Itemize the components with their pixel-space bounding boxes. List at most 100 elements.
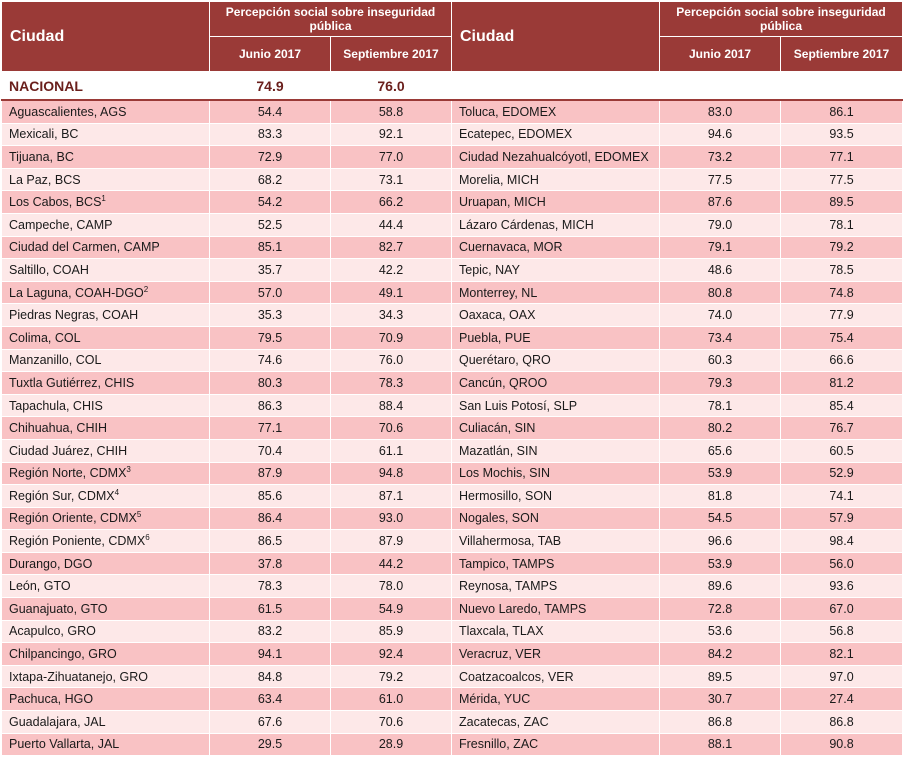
city-right-text: Uruapan, MICH — [459, 195, 546, 210]
value-september-left-text: 78.0 — [378, 579, 404, 594]
value-september-left-text: 70.6 — [378, 421, 404, 436]
city-right: Ecatepec, EDOMEX — [451, 122, 660, 147]
value-september-right: 93.6 — [780, 574, 903, 599]
city-left-text: Manzanillo, COL — [9, 353, 102, 368]
value-june-left-text: 80.3 — [257, 375, 283, 390]
value-september-left: 82.7 — [330, 235, 452, 260]
national-empty-cell — [451, 71, 660, 101]
city-right-text: Tlaxcala, TLAX — [459, 624, 544, 639]
city-left: Durango, DGO — [1, 551, 210, 576]
value-september-left-text: 42.2 — [378, 262, 404, 277]
city-right-text: Culiacán, SIN — [459, 421, 536, 436]
value-june-right-text: 53.6 — [707, 624, 733, 639]
value-june-right: 74.0 — [659, 303, 781, 327]
value-june-right-text: 81.8 — [707, 488, 733, 503]
value-september-right-text: 93.5 — [829, 127, 854, 142]
value-june-right: 79.3 — [659, 371, 781, 395]
value-september-left: 94.8 — [330, 461, 452, 486]
city-right-text: Ecatepec, EDOMEX — [459, 127, 573, 142]
value-june-left: 79.5 — [209, 325, 331, 350]
value-june-left: 52.5 — [209, 212, 331, 237]
value-june-left: 85.6 — [209, 484, 331, 508]
city-left: Chihuahua, CHIH — [1, 416, 210, 440]
value-september-right-text: 90.8 — [829, 737, 854, 752]
value-september-right: 74.8 — [780, 280, 903, 305]
table-row: Pachuca, HGO 63.4 61.0 Mérida, YUC 30.7 27.4 — [1, 687, 903, 712]
value-june-right-text: 65.6 — [707, 443, 733, 458]
value-june-left-text: 37.8 — [257, 556, 283, 571]
value-june-left: 54.2 — [209, 190, 331, 214]
footnote-marker: 6 — [145, 532, 150, 542]
value-june-right-text: 79.0 — [707, 217, 733, 232]
value-september-right: 86.1 — [780, 99, 903, 124]
value-september-left-text: 49.1 — [378, 285, 404, 300]
value-september-right: 97.0 — [780, 664, 903, 689]
value-september-left-text: 54.9 — [378, 601, 404, 616]
value-june-right-text: 60.3 — [707, 353, 733, 368]
city-left-text: Tapachula, CHIS — [9, 398, 103, 413]
city-left-text: Ciudad Juárez, CHIH — [9, 443, 128, 458]
value-september-right: 85.4 — [780, 393, 903, 418]
value-june-left: 80.3 — [209, 371, 331, 395]
city-left: Tijuana, BC — [1, 145, 210, 169]
table-row: Guanajuato, GTO 61.5 54.9 Nuevo Laredo, TAM… — [1, 597, 903, 621]
city-right: Ciudad Nezahualcóyotl, EDOMEX — [451, 145, 660, 169]
value-june-left: 74.6 — [209, 348, 331, 373]
value-june-left-text: 35.7 — [257, 262, 283, 277]
value-september-left: 79.2 — [330, 664, 452, 689]
value-june-right: 53.6 — [659, 619, 781, 644]
city-right-text: Fresnillo, ZAC — [459, 737, 539, 752]
value-june-left-text: 72.9 — [257, 149, 283, 164]
value-june-left-text: 52.5 — [257, 217, 283, 232]
header-city-left: Ciudad — [1, 1, 210, 72]
city-left: Región Oriente, CDMX5 — [1, 506, 210, 531]
table-row: Chilpancingo, GRO 94.1 92.4 Veracruz, VER 84… — [1, 642, 903, 666]
value-june-right-text: 80.8 — [707, 285, 733, 300]
national-row: NACIONAL 74.9 76.0 — [1, 71, 903, 101]
value-june-left-text: 63.4 — [257, 692, 283, 707]
value-june-left: 86.4 — [209, 506, 331, 531]
header-period2-right: Septiembre 2017 — [780, 36, 903, 72]
value-september-left: 66.2 — [330, 190, 452, 214]
value-june-right-text: 78.1 — [707, 398, 733, 413]
value-june-right: 79.0 — [659, 212, 781, 237]
table-row: Ixtapa-Zihuatanejo, GRO 84.8 79.2 Coatzacoa… — [1, 664, 903, 689]
value-june-left-text: 77.1 — [257, 421, 283, 436]
value-june-left-text: 83.3 — [257, 127, 283, 142]
value-september-left: 34.3 — [330, 303, 452, 327]
value-september-left-text: 28.9 — [378, 737, 404, 752]
value-june-right: 88.1 — [659, 732, 781, 757]
national-label: NACIONAL — [1, 71, 210, 101]
city-left-text: La Paz, BCS — [9, 172, 81, 187]
city-left: León, GTO — [1, 574, 210, 599]
city-right: Lázaro Cárdenas, MICH — [451, 212, 660, 237]
value-september-left: 85.9 — [330, 619, 452, 644]
national-empty-cell — [659, 71, 781, 101]
value-september-left-text: 92.1 — [378, 127, 404, 142]
table-row: Región Poniente, CDMX6 86.5 87.9 Villahermo… — [1, 529, 903, 553]
value-september-left: 92.1 — [330, 122, 452, 147]
value-june-left-text: 94.1 — [257, 647, 283, 662]
value-september-right-text: 77.5 — [829, 172, 854, 187]
table-row: Ciudad del Carmen, CAMP 85.1 82.7 Cuernavac… — [1, 235, 903, 260]
city-right: Cuernavaca, MOR — [451, 235, 660, 260]
value-september-right-text: 85.4 — [829, 398, 854, 413]
city-right-text: Morelia, MICH — [459, 172, 539, 187]
value-september-right: 90.8 — [780, 732, 903, 757]
value-september-left-text: 94.8 — [378, 466, 404, 481]
value-june-right-text: 72.8 — [707, 601, 733, 616]
city-right: Culiacán, SIN — [451, 416, 660, 440]
city-left-text: Mexicali, BC — [9, 127, 79, 142]
city-left-text: Tijuana, BC — [9, 149, 74, 164]
value-june-left: 35.7 — [209, 258, 331, 282]
value-september-right-text: 79.2 — [829, 240, 854, 255]
city-left-text: Durango, DGO — [9, 556, 93, 571]
city-left-text: Región Poniente, CDMX — [9, 534, 146, 549]
value-september-right: 52.9 — [780, 461, 903, 486]
city-left: Tapachula, CHIS — [1, 393, 210, 418]
value-september-left: 77.0 — [330, 145, 452, 169]
value-september-left: 70.9 — [330, 325, 452, 350]
value-june-left-text: 67.6 — [257, 714, 283, 729]
value-september-right: 57.9 — [780, 506, 903, 531]
